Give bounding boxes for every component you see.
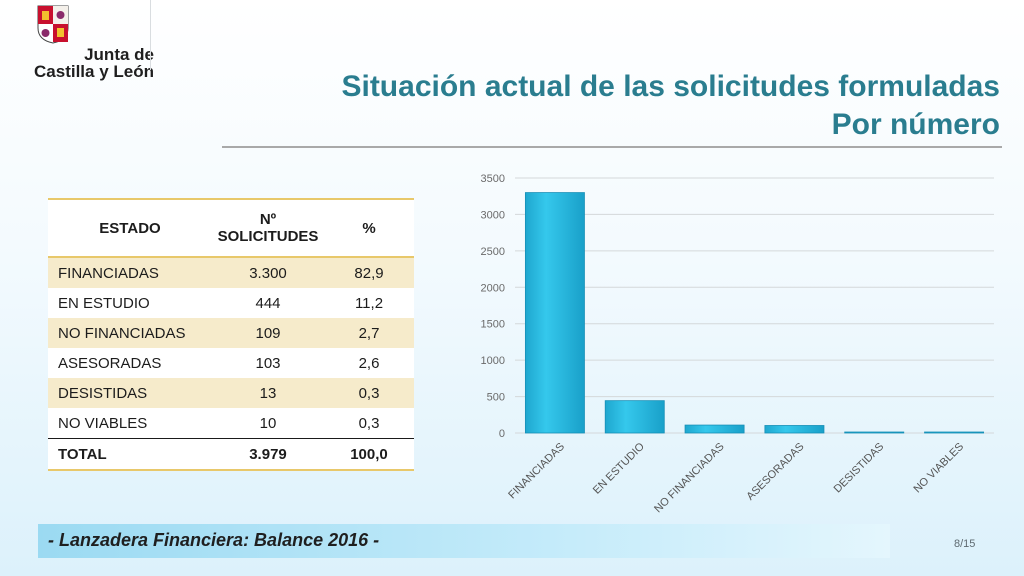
cell-estado: EN ESTUDIO [48, 288, 212, 318]
x-tick-label: ASESORADAS [744, 441, 806, 503]
y-tick-label: 500 [487, 392, 505, 404]
cell-total-num: 3.979 [212, 438, 324, 471]
title-line-1: Situación actual de las solicitudes form… [341, 70, 1000, 103]
bar-chart: 0 500 1000 1500 2000 2500 3000 3500 FINANCIADAS… [481, 173, 994, 515]
cell-num: 13 [212, 378, 324, 408]
cell-pct: 82,9 [324, 257, 414, 288]
bar-en-estudio [604, 400, 665, 434]
requests-table: ESTADO Nº SOLICITUDES % FINANCIADAS 3.30… [48, 198, 414, 471]
cell-pct: 0,3 [324, 378, 414, 408]
y-axis-ticks: 0 500 1000 1500 2000 2500 3000 3500 [481, 173, 505, 440]
cell-total-pct: 100,0 [324, 438, 414, 471]
y-tick-label: 3500 [481, 173, 505, 185]
cell-estado: FINANCIADAS [48, 257, 212, 288]
cell-num: 103 [212, 348, 324, 378]
title-line-2: Por número [831, 108, 1000, 141]
cell-num: 10 [212, 408, 324, 439]
header-pct: % [324, 198, 414, 258]
cell-pct: 11,2 [324, 288, 414, 318]
y-tick-label: 0 [499, 428, 505, 440]
footer-bar: - Lanzadera Financiera: Balance 2016 - [38, 524, 890, 558]
table-row: NO FINANCIADAS 109 2,7 [48, 318, 414, 348]
bar-no-financiadas [684, 424, 745, 434]
cell-pct: 0,3 [324, 408, 414, 439]
y-tick-label: 2000 [481, 282, 505, 294]
x-tick-label: NO FINANCIADAS [652, 441, 727, 516]
slide-title: Situación actual de las solicitudes form… [341, 68, 1000, 144]
table-row: FINANCIADAS 3.300 82,9 [48, 257, 414, 288]
x-tick-label: FINANCIADAS [506, 441, 567, 502]
header-num-line-2: SOLICITUDES [217, 228, 319, 245]
header-estado: ESTADO [48, 198, 212, 258]
bar-financiadas [524, 192, 585, 434]
chart-grid [515, 177, 994, 434]
cell-estado: DESISTIDAS [48, 378, 212, 408]
table-row: ASESORADAS 103 2,6 [48, 348, 414, 378]
y-tick-label: 1500 [481, 319, 505, 331]
cell-pct: 2,6 [324, 348, 414, 378]
y-tick-label: 2500 [481, 246, 505, 258]
x-tick-label: EN ESTUDIO [591, 440, 647, 496]
y-tick-label: 1000 [481, 355, 505, 367]
footer-text: - Lanzadera Financiera: Balance 2016 - [48, 530, 380, 550]
cell-num: 109 [212, 318, 324, 348]
logo-line-1: Junta de [84, 45, 154, 64]
cell-num: 444 [212, 288, 324, 318]
bar-no-viables [924, 431, 985, 434]
logo-line-2: Castilla y León [34, 62, 154, 81]
table-total-row: TOTAL 3.979 100,0 [48, 438, 414, 471]
cell-estado: ASESORADAS [48, 348, 212, 378]
table-header-row: ESTADO Nº SOLICITUDES % [48, 198, 414, 258]
cell-estado: NO FINANCIADAS [48, 318, 212, 348]
bar-desistidas [844, 431, 905, 434]
header-num-line-1: Nº [259, 211, 277, 228]
x-tick-label: DESISTIDAS [832, 441, 887, 496]
y-tick-label: 3000 [481, 209, 505, 221]
cell-estado: NO VIABLES [48, 408, 212, 439]
chart-bars [524, 192, 985, 434]
header-num-solicitudes: Nº SOLICITUDES [212, 198, 324, 258]
cell-pct: 2,7 [324, 318, 414, 348]
cell-num: 3.300 [212, 257, 324, 288]
table-row: EN ESTUDIO 444 11,2 [48, 288, 414, 318]
table-row: NO VIABLES 10 0,3 [48, 408, 414, 439]
logo-divider [150, 0, 151, 70]
page-number: 8/15 [954, 538, 976, 550]
coat-of-arms-icon [37, 5, 69, 44]
x-tick-label: NO VIABLES [911, 441, 966, 496]
bar-asesoradas [764, 425, 825, 434]
logo: Junta de Castilla y León [22, 4, 154, 80]
cell-total-label: TOTAL [48, 438, 212, 471]
logo-text: Junta de Castilla y León [22, 46, 154, 80]
table-row: DESISTIDAS 13 0,3 [48, 378, 414, 408]
title-underline [222, 146, 1002, 148]
x-axis-labels: FINANCIADAS EN ESTUDIO NO FINANCIADAS ASESO… [506, 440, 966, 515]
